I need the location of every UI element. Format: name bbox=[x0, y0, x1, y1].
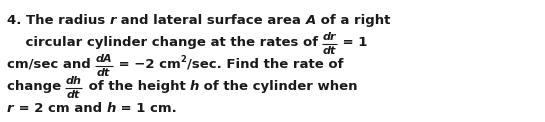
Text: cm/sec and: cm/sec and bbox=[7, 58, 95, 71]
Text: = 1: = 1 bbox=[338, 36, 368, 49]
Text: 2: 2 bbox=[181, 55, 186, 64]
Text: 4. The radius: 4. The radius bbox=[7, 14, 110, 27]
Text: r: r bbox=[7, 102, 14, 115]
Text: = 2 cm and: = 2 cm and bbox=[14, 102, 106, 115]
Text: circular cylinder change at the rates of: circular cylinder change at the rates of bbox=[7, 36, 323, 49]
Text: change: change bbox=[7, 80, 66, 93]
Text: h: h bbox=[190, 80, 199, 93]
Text: dt: dt bbox=[97, 68, 111, 78]
Text: = −2 cm: = −2 cm bbox=[114, 58, 181, 71]
Text: and lateral surface area: and lateral surface area bbox=[117, 14, 306, 27]
Text: of the height: of the height bbox=[83, 80, 190, 93]
Text: r: r bbox=[110, 14, 117, 27]
Text: dA: dA bbox=[95, 54, 112, 64]
Text: of a right: of a right bbox=[316, 14, 391, 27]
Text: h: h bbox=[106, 102, 116, 115]
Text: /sec. Find the rate of: /sec. Find the rate of bbox=[186, 58, 343, 71]
Text: = 1 cm.: = 1 cm. bbox=[116, 102, 177, 115]
Text: dt: dt bbox=[67, 90, 80, 100]
Text: dh: dh bbox=[66, 76, 82, 86]
Text: dt: dt bbox=[323, 46, 336, 56]
Text: of the cylinder when: of the cylinder when bbox=[199, 80, 358, 93]
Text: dr: dr bbox=[323, 32, 336, 42]
Text: A: A bbox=[306, 14, 316, 27]
